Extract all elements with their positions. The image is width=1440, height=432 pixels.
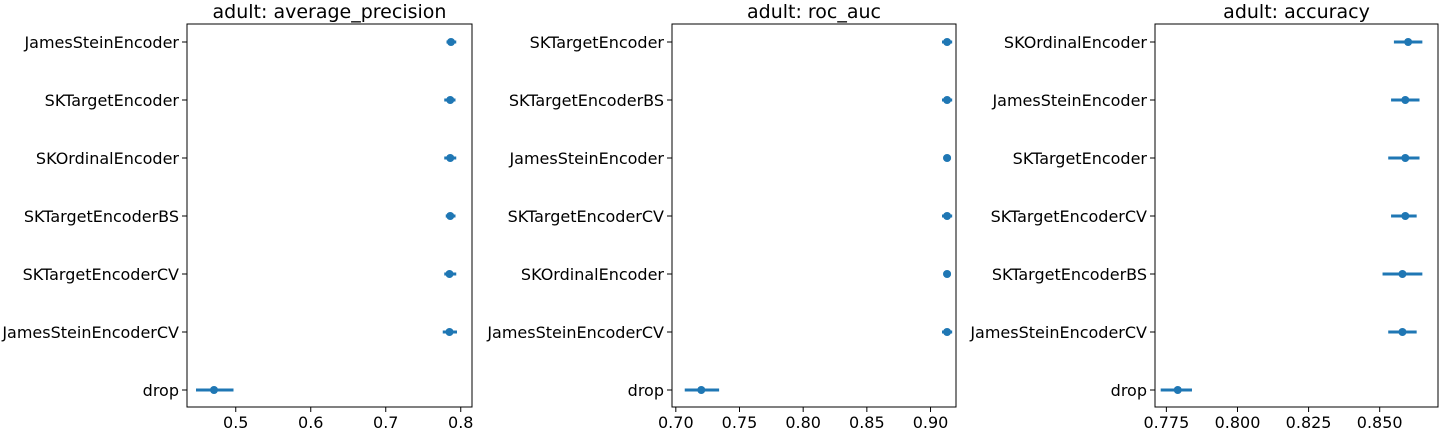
x-tick-label: 0.75 — [722, 413, 758, 432]
data-point — [697, 386, 706, 394]
chart-title: adult: roc_auc — [747, 1, 881, 23]
x-tick-label: 0.825 — [1286, 413, 1332, 432]
data-point — [943, 212, 952, 220]
y-tick-label: SKTargetEncoderBS — [24, 207, 179, 226]
x-tick-label: 0.8 — [448, 413, 473, 432]
y-tick-label: SKTargetEncoder — [45, 91, 180, 110]
y-tick-label: SKTargetEncoderBS — [509, 91, 664, 110]
y-tick-label: JamesSteinEncoderCV — [969, 323, 1147, 342]
y-tick-label: SKTargetEncoderCV — [23, 265, 179, 284]
y-tick-label: JamesSteinEncoderCV — [1, 323, 179, 342]
data-point — [1404, 38, 1413, 46]
data-point — [446, 154, 455, 162]
x-tick-label: 0.5 — [223, 413, 248, 432]
data-point — [1398, 328, 1407, 336]
x-tick-label: 0.775 — [1143, 413, 1189, 432]
plot-frame — [186, 23, 473, 408]
data-point — [1401, 154, 1410, 162]
data-point — [1401, 212, 1410, 220]
x-tick-label: 0.85 — [849, 413, 885, 432]
y-tick-label: SKTargetEncoder — [530, 33, 665, 52]
data-point — [1173, 386, 1182, 394]
data-point — [1398, 270, 1407, 278]
y-tick-label: SKTargetEncoderBS — [992, 265, 1147, 284]
y-tick-label: JamesSteinEncoderCV — [486, 323, 664, 342]
data-point — [210, 386, 218, 394]
chart-panel-2: adult: roc_auc 0.70 0.75 0.80 0.85 0.90 SKTarg… — [486, 1, 957, 432]
chart-panel-3: adult: accuracy 0.775 0.800 0.825 0.850 SKOrd… — [969, 1, 1439, 432]
chart-title: adult: average_precision — [213, 1, 447, 23]
data-point — [446, 96, 455, 104]
y-tick-label: drop — [628, 381, 664, 400]
y-tick-label: SKOrdinalEncoder — [521, 265, 664, 284]
data-point — [1401, 96, 1410, 104]
x-tick-label: 0.7 — [373, 413, 398, 432]
chart-title: adult: accuracy — [1223, 1, 1370, 23]
data-point — [943, 154, 952, 162]
x-tick-label: 0.80 — [785, 413, 821, 432]
data-point — [447, 38, 455, 46]
y-tick-label: SKTargetEncoderCV — [991, 207, 1147, 226]
x-tick-label: 0.850 — [1357, 413, 1403, 432]
chart-panel-1: adult: average_precision 0.5 0.6 0.7 0.8 Jame… — [1, 1, 473, 432]
y-tick-label: drop — [1111, 381, 1147, 400]
x-tick-label: 0.70 — [658, 413, 694, 432]
data-point — [943, 328, 952, 336]
y-tick-label: drop — [143, 381, 179, 400]
data-point — [943, 96, 952, 104]
y-tick-label: SKOrdinalEncoder — [1004, 33, 1147, 52]
y-tick-label: JamesSteinEncoder — [23, 33, 179, 52]
data-point — [943, 38, 952, 46]
y-tick-label: JamesSteinEncoder — [991, 91, 1147, 110]
x-tick-label: 0.90 — [913, 413, 949, 432]
y-tick-label: SKOrdinalEncoder — [36, 149, 179, 168]
data-point — [943, 270, 952, 278]
data-point — [446, 212, 455, 220]
x-tick-label: 0.6 — [298, 413, 323, 432]
plot-frame — [671, 23, 957, 408]
y-tick-label: SKTargetEncoderCV — [508, 207, 664, 226]
y-tick-label: SKTargetEncoder — [1013, 149, 1148, 168]
y-tick-label: JamesSteinEncoder — [508, 149, 664, 168]
x-tick-label: 0.800 — [1215, 413, 1261, 432]
data-point — [445, 270, 454, 278]
data-point — [445, 328, 454, 336]
